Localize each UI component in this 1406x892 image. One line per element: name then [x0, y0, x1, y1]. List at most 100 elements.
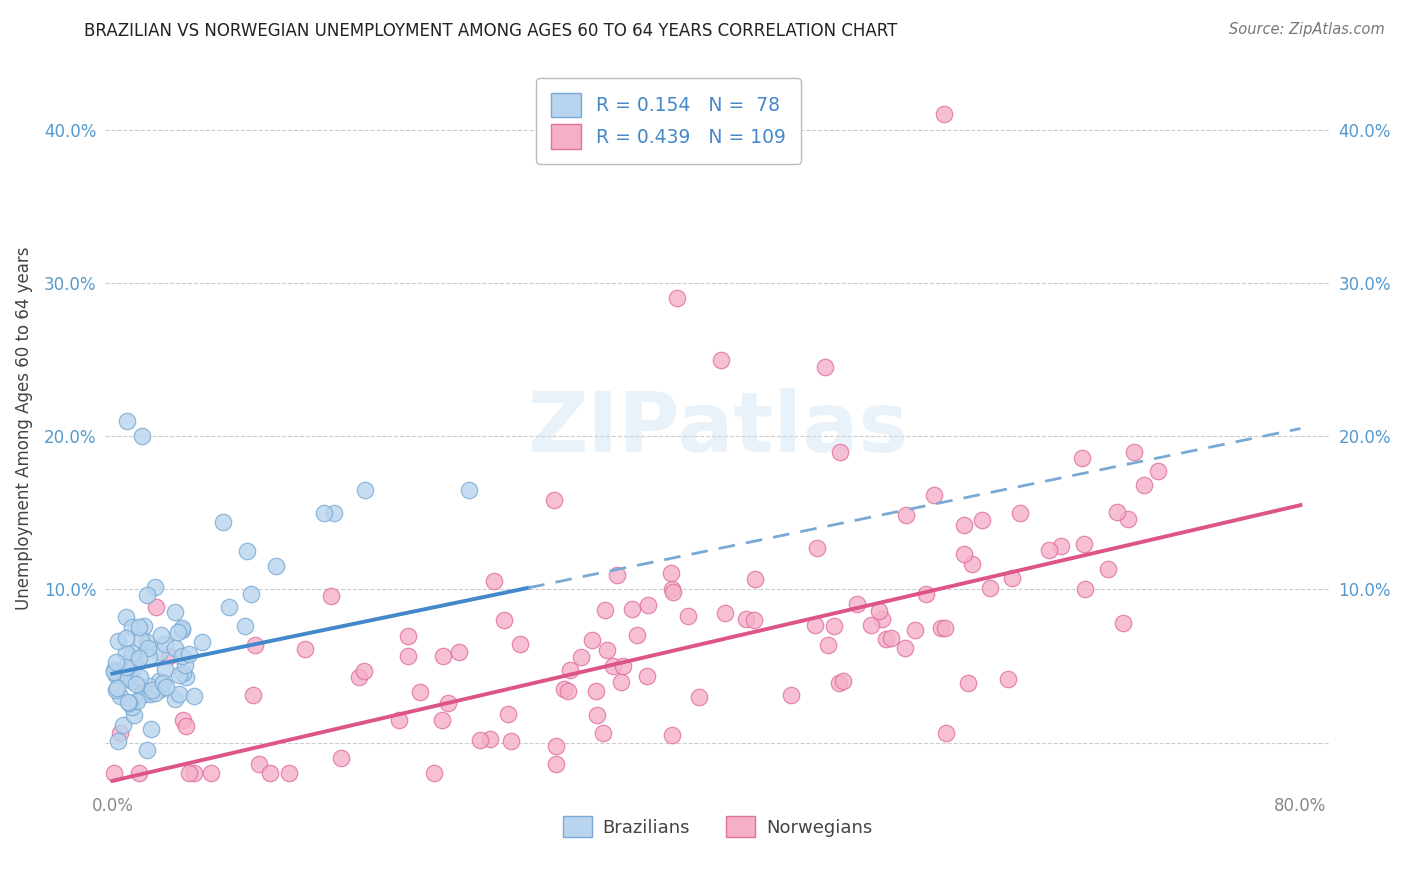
- Point: [606, 567, 628, 582]
- Point: [115, 610, 138, 624]
- Point: [149, 644, 172, 658]
- Point: [509, 637, 531, 651]
- Point: [174, 670, 197, 684]
- Point: [125, 677, 148, 691]
- Point: [953, 547, 976, 561]
- Point: [1074, 582, 1097, 596]
- Point: [932, 107, 955, 121]
- Point: [329, 751, 352, 765]
- Point: [953, 518, 976, 533]
- Text: Source: ZipAtlas.com: Source: ZipAtlas.com: [1229, 22, 1385, 37]
- Point: [125, 694, 148, 708]
- Point: [131, 688, 153, 702]
- Point: [934, 621, 956, 635]
- Point: [870, 612, 893, 626]
- Text: BRAZILIAN VS NORWEGIAN UNEMPLOYMENT AMONG AGES 60 TO 64 YEARS CORRELATION CHART: BRAZILIAN VS NORWEGIAN UNEMPLOYMENT AMON…: [84, 22, 898, 40]
- Point: [478, 731, 501, 746]
- Point: [659, 566, 682, 580]
- Point: [172, 665, 194, 680]
- Point: [107, 734, 129, 748]
- Point: [422, 766, 444, 780]
- Point: [661, 728, 683, 742]
- Point: [875, 632, 897, 647]
- Point: [935, 725, 957, 739]
- Point: [322, 506, 344, 520]
- Point: [117, 663, 139, 677]
- Point: [637, 598, 659, 612]
- Point: [174, 658, 197, 673]
- Point: [243, 639, 266, 653]
- Point: [128, 651, 150, 665]
- Point: [1105, 505, 1128, 519]
- Point: [1133, 478, 1156, 492]
- Point: [212, 516, 235, 530]
- Point: [152, 676, 174, 690]
- Point: [138, 650, 160, 665]
- Point: [242, 688, 264, 702]
- Point: [1097, 562, 1119, 576]
- Point: [169, 687, 191, 701]
- Point: [157, 649, 180, 664]
- Point: [610, 674, 633, 689]
- Point: [1123, 445, 1146, 459]
- Point: [132, 684, 155, 698]
- Point: [183, 689, 205, 703]
- Point: [409, 685, 432, 699]
- Point: [143, 580, 166, 594]
- Point: [259, 766, 281, 780]
- Point: [105, 681, 128, 695]
- Point: [1073, 537, 1095, 551]
- Point: [804, 618, 827, 632]
- Point: [676, 608, 699, 623]
- Point: [353, 483, 375, 497]
- Point: [1147, 464, 1170, 478]
- Point: [894, 508, 917, 523]
- Point: [457, 483, 479, 497]
- Point: [128, 766, 150, 780]
- Point: [170, 621, 193, 635]
- Point: [172, 713, 194, 727]
- Point: [200, 766, 222, 780]
- Point: [396, 629, 419, 643]
- Point: [710, 352, 733, 367]
- Point: [553, 681, 575, 696]
- Point: [1050, 540, 1073, 554]
- Point: [138, 680, 160, 694]
- Point: [593, 603, 616, 617]
- Point: [735, 612, 758, 626]
- Legend: Brazilians, Norwegians: Brazilians, Norwegians: [555, 809, 879, 845]
- Point: [111, 718, 134, 732]
- Point: [145, 600, 167, 615]
- Point: [114, 631, 136, 645]
- Point: [432, 648, 454, 663]
- Point: [665, 291, 688, 305]
- Point: [141, 683, 163, 698]
- Point: [179, 766, 201, 780]
- Point: [121, 661, 143, 675]
- Point: [172, 624, 194, 638]
- Point: [103, 665, 125, 679]
- Point: [153, 662, 176, 676]
- Point: [1038, 543, 1060, 558]
- Point: [894, 640, 917, 655]
- Point: [155, 680, 177, 694]
- Point: [432, 713, 454, 727]
- Point: [236, 544, 259, 558]
- Point: [592, 726, 614, 740]
- Point: [979, 581, 1001, 595]
- Point: [814, 360, 837, 375]
- Point: [828, 444, 851, 458]
- Point: [468, 733, 491, 747]
- Point: [121, 700, 143, 714]
- Point: [167, 667, 190, 681]
- Point: [114, 660, 136, 674]
- Point: [247, 756, 270, 771]
- Point: [155, 637, 177, 651]
- Point: [233, 619, 256, 633]
- Point: [904, 623, 927, 637]
- Point: [880, 631, 903, 645]
- Point: [347, 670, 370, 684]
- Point: [121, 646, 143, 660]
- Point: [131, 429, 153, 443]
- Point: [264, 558, 287, 573]
